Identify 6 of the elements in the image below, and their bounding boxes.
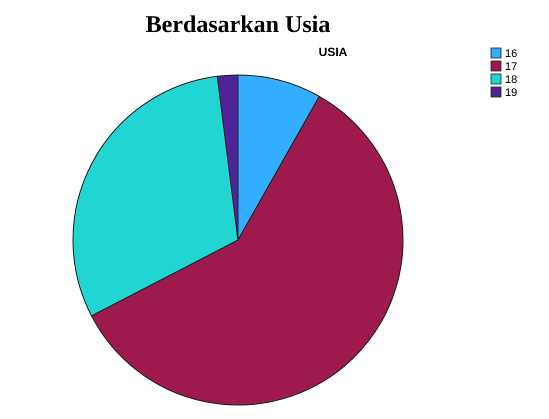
chart-title: Berdasarkan Usia: [146, 12, 330, 38]
legend-label: 17: [505, 61, 518, 73]
legend-label: 19: [505, 87, 518, 99]
chart-subtitle: USIA: [318, 45, 348, 59]
legend-label: 18: [505, 74, 518, 86]
legend-label: 16: [505, 48, 518, 60]
